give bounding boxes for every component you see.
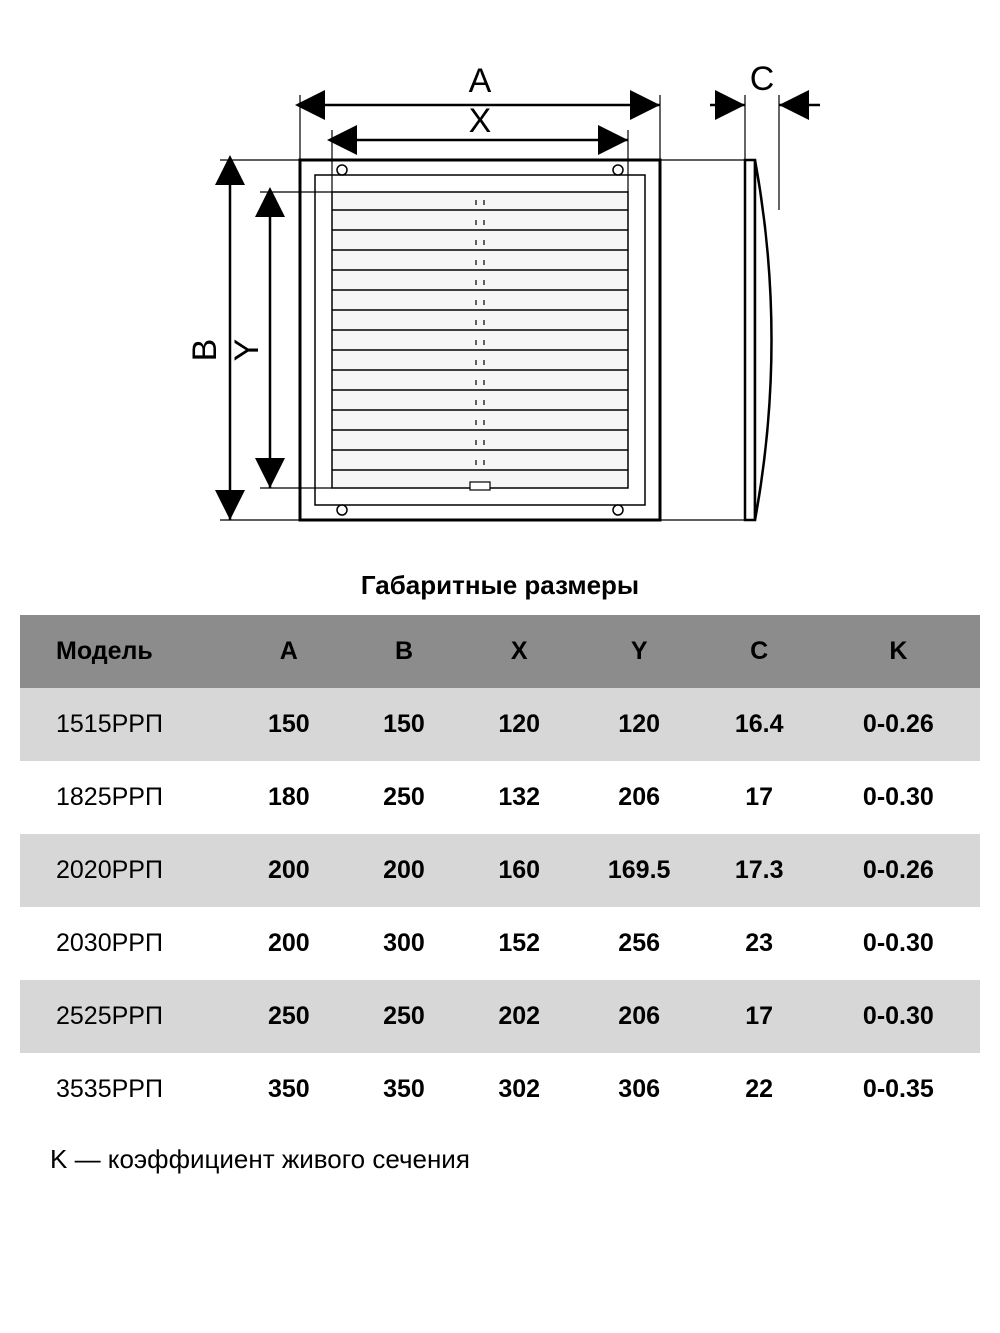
value-cell: 0-0.26	[817, 688, 980, 761]
value-cell: 23	[702, 907, 817, 980]
dim-label-c: C	[750, 60, 775, 98]
value-cell: 0-0.30	[817, 907, 980, 980]
value-cell: 22	[702, 1053, 817, 1126]
table-row: 3535РРП350350302306220-0.35	[20, 1053, 980, 1126]
table-header-cell: Модель	[20, 615, 231, 688]
value-cell: 152	[462, 907, 577, 980]
value-cell: 150	[231, 688, 346, 761]
table-row: 1825РРП180250132206170-0.30	[20, 761, 980, 834]
diagram-caption: Габаритные размеры	[20, 570, 980, 601]
value-cell: 350	[346, 1053, 461, 1126]
table-row: 2020РРП200200160169.517.30-0.26	[20, 834, 980, 907]
value-cell: 250	[231, 980, 346, 1053]
model-cell: 2030РРП	[20, 907, 231, 980]
model-cell: 2020РРП	[20, 834, 231, 907]
value-cell: 150	[346, 688, 461, 761]
value-cell: 180	[231, 761, 346, 834]
value-cell: 200	[231, 907, 346, 980]
value-cell: 0-0.26	[817, 834, 980, 907]
dimension-diagram: A X B Y C	[20, 50, 980, 560]
value-cell: 200	[346, 834, 461, 907]
value-cell: 17.3	[702, 834, 817, 907]
value-cell: 250	[346, 980, 461, 1053]
value-cell: 16.4	[702, 688, 817, 761]
value-cell: 0-0.30	[817, 980, 980, 1053]
table-header-row: МодельABXYCK	[20, 615, 980, 688]
value-cell: 302	[462, 1053, 577, 1126]
model-cell: 3535РРП	[20, 1053, 231, 1126]
value-cell: 206	[577, 980, 702, 1053]
model-cell: 1825РРП	[20, 761, 231, 834]
dim-label-a: A	[469, 62, 492, 100]
value-cell: 250	[346, 761, 461, 834]
value-cell: 0-0.35	[817, 1053, 980, 1126]
model-cell: 1515РРП	[20, 688, 231, 761]
spec-table: МодельABXYCK 1515РРП15015012012016.40-0.…	[20, 615, 980, 1126]
table-header-cell: B	[346, 615, 461, 688]
value-cell: 200	[231, 834, 346, 907]
table-header-cell: Y	[577, 615, 702, 688]
value-cell: 350	[231, 1053, 346, 1126]
value-cell: 160	[462, 834, 577, 907]
value-cell: 132	[462, 761, 577, 834]
dim-label-x: X	[469, 102, 492, 140]
table-row: 1515РРП15015012012016.40-0.26	[20, 688, 980, 761]
value-cell: 300	[346, 907, 461, 980]
diagram-svg: A X B Y C	[120, 50, 880, 560]
value-cell: 256	[577, 907, 702, 980]
value-cell: 0-0.30	[817, 761, 980, 834]
value-cell: 120	[577, 688, 702, 761]
value-cell: 169.5	[577, 834, 702, 907]
footnote: K — коэффициент живого сечения	[50, 1144, 980, 1175]
table-header-cell: K	[817, 615, 980, 688]
table-header-cell: C	[702, 615, 817, 688]
value-cell: 17	[702, 761, 817, 834]
dim-label-y: Y	[228, 339, 266, 362]
value-cell: 202	[462, 980, 577, 1053]
model-cell: 2525РРП	[20, 980, 231, 1053]
value-cell: 120	[462, 688, 577, 761]
table-row: 2525РРП250250202206170-0.30	[20, 980, 980, 1053]
dim-label-b: B	[186, 339, 224, 362]
table-row: 2030РРП200300152256230-0.30	[20, 907, 980, 980]
value-cell: 17	[702, 980, 817, 1053]
table-header-cell: X	[462, 615, 577, 688]
value-cell: 206	[577, 761, 702, 834]
value-cell: 306	[577, 1053, 702, 1126]
table-header-cell: A	[231, 615, 346, 688]
